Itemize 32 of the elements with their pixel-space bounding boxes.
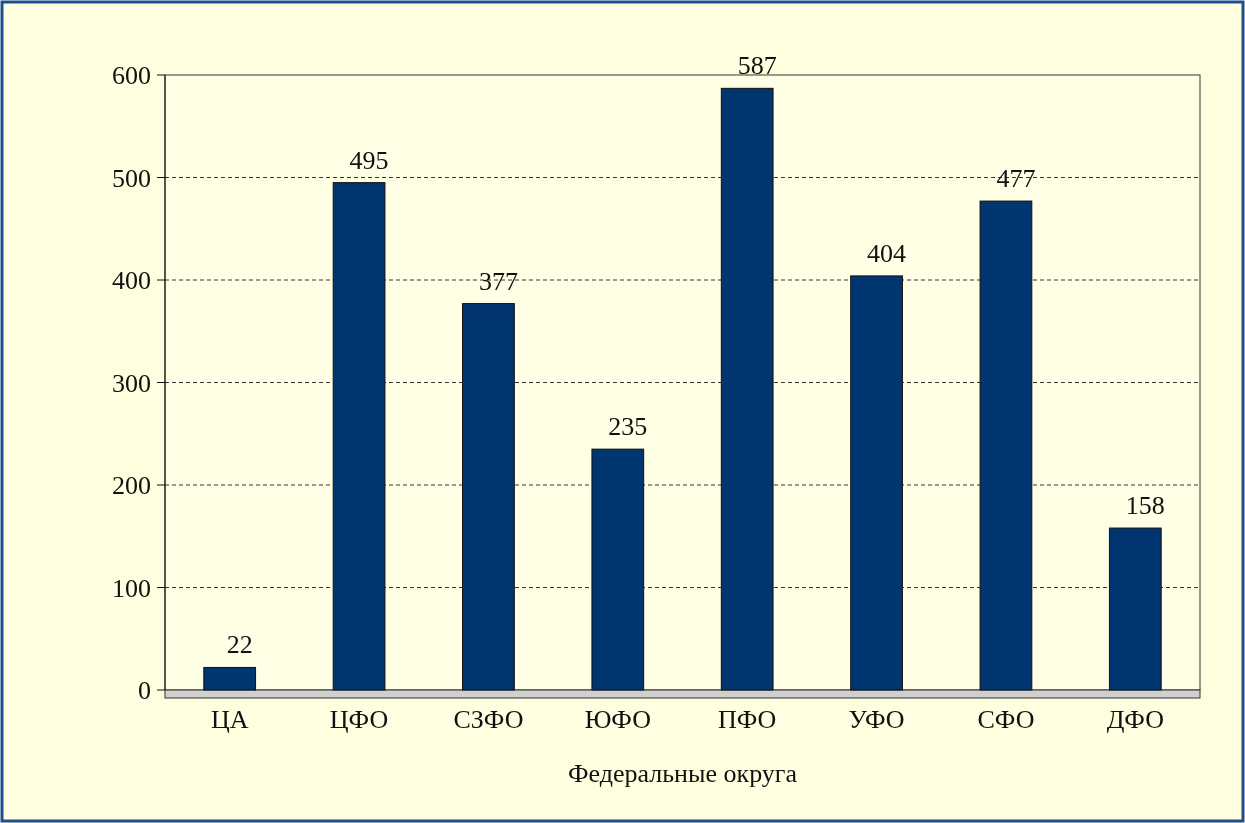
bar <box>979 200 1033 691</box>
data-label: 235 <box>608 412 648 442</box>
bar <box>462 303 515 691</box>
x-axis-title: Федеральные округа <box>567 759 798 788</box>
bar <box>1108 527 1162 691</box>
y-tick-label: 100 <box>112 573 151 603</box>
bar <box>591 448 645 691</box>
data-label: 587 <box>737 51 777 81</box>
data-label: 377 <box>478 266 518 296</box>
data-label: 158 <box>1125 491 1165 521</box>
bar <box>203 666 257 691</box>
bar <box>850 275 903 691</box>
y-tick-label: 0 <box>138 676 151 706</box>
data-label: 477 <box>996 164 1036 194</box>
data-label: 404 <box>867 238 907 268</box>
y-tick-label: 300 <box>112 368 151 398</box>
y-tick-label: 500 <box>112 163 151 193</box>
y-tick-label: 400 <box>112 266 151 296</box>
bar <box>332 182 386 691</box>
x-tick-label: ЦФО <box>329 705 389 734</box>
x-tick-label: ЦА <box>210 705 249 734</box>
x-tick-label: ЮФО <box>584 705 651 734</box>
bar <box>720 87 774 691</box>
x-tick-label: УФО <box>848 705 905 734</box>
x-tick-label: СФО <box>977 705 1035 734</box>
x-tick-label: СЗФО <box>453 705 524 734</box>
data-label: 495 <box>349 145 389 175</box>
data-label: 22 <box>226 630 253 660</box>
y-tick-label: 200 <box>112 471 151 501</box>
y-tick-label: 600 <box>112 61 151 91</box>
x-tick-label: ПФО <box>717 705 777 734</box>
x-tick-label: ДФО <box>1106 705 1164 734</box>
